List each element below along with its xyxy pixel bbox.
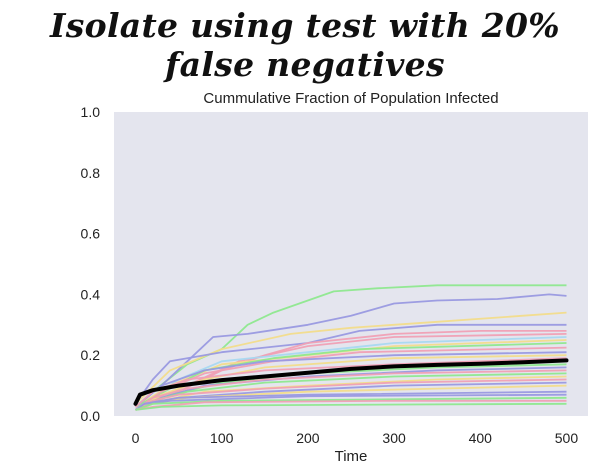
series-line-run-26 — [135, 402, 567, 411]
series-line-run-3 — [134, 311, 567, 405]
chart-title: Cummulative Fraction of Population Infec… — [203, 90, 498, 107]
x-tick-label: 0 — [132, 430, 140, 446]
x-tick-label: 300 — [382, 430, 406, 446]
y-tick-label: 1.0 — [81, 104, 101, 120]
series-layer — [134, 284, 567, 411]
y-tick-label: 0.6 — [81, 226, 101, 242]
series-line-run-1 — [134, 284, 567, 408]
page-heading: Isolate using test with 20% false negati… — [50, 6, 560, 84]
series-line-mean — [133, 358, 569, 406]
y-tick-label: 0.8 — [81, 165, 101, 181]
x-axis-label: Time — [335, 448, 368, 465]
series-line-run-24 — [135, 396, 567, 411]
series-line-run-23 — [134, 393, 567, 411]
y-tick-label: 0.4 — [81, 286, 101, 302]
y-tick-label: 0.2 — [81, 347, 101, 363]
y-tick-label: 0.0 — [81, 408, 101, 424]
x-tick-label: 100 — [210, 430, 234, 446]
series-line-run-10 — [134, 346, 567, 411]
x-tick-label: 200 — [296, 430, 320, 446]
series-line-run-4 — [134, 323, 567, 405]
mean-layer — [133, 358, 569, 406]
series-line-run-16 — [134, 369, 567, 411]
x-tick-label: 500 — [555, 430, 579, 446]
y-axis: 0.0 0.2 0.4 0.6 0.8 1.0 — [81, 104, 101, 424]
series-line-run-13 — [134, 357, 567, 408]
x-tick-label: 400 — [469, 430, 493, 446]
x-axis: 0 100 200 300 400 500 — [132, 430, 579, 446]
